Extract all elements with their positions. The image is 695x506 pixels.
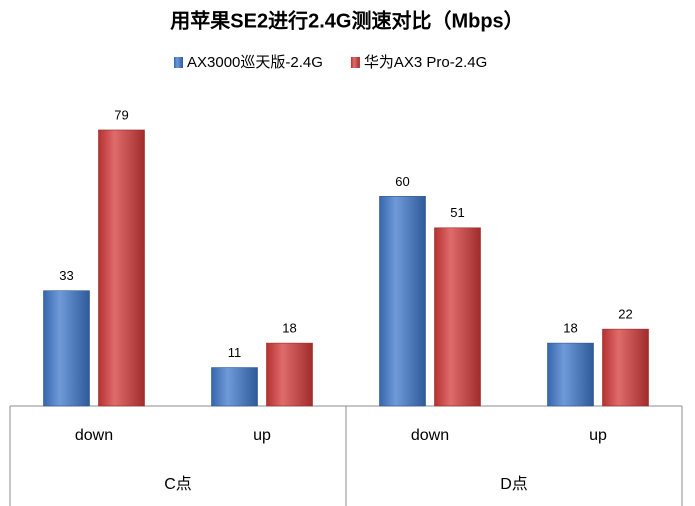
legend-swatch <box>174 57 183 68</box>
chart-title: 用苹果SE2进行2.4G测速对比（Mbps） <box>170 8 523 32</box>
data-label: 51 <box>450 205 464 220</box>
bar <box>211 367 258 407</box>
bar <box>547 342 594 407</box>
data-label: 18 <box>282 321 296 336</box>
x-tick-label: down <box>75 427 113 444</box>
x-tick-label: down <box>411 427 449 444</box>
bar <box>266 342 313 407</box>
x-tick-label: up <box>589 427 607 444</box>
legend-label: 华为AX3 Pro-2.4G <box>364 54 487 71</box>
legend-label: AX3000巡天版-2.4G <box>187 54 323 71</box>
data-label: 33 <box>59 268 73 283</box>
data-label: 60 <box>395 174 409 189</box>
x-tick-label: up <box>253 427 271 444</box>
bar <box>98 129 145 407</box>
data-label: 11 <box>228 345 242 360</box>
data-label: 22 <box>618 307 632 322</box>
group-label: C点 <box>164 475 192 493</box>
data-label: 79 <box>114 107 128 122</box>
bar <box>434 227 481 407</box>
bar <box>379 196 426 407</box>
group-label: D点 <box>500 475 528 493</box>
legend-swatch <box>350 57 360 68</box>
bar <box>602 328 649 407</box>
data-label: 18 <box>563 321 577 336</box>
bar <box>43 290 90 407</box>
